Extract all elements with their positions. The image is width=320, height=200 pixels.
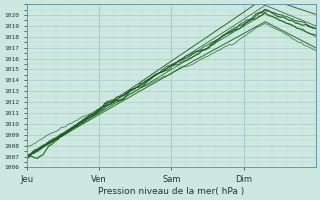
X-axis label: Pression niveau de la mer( hPa ): Pression niveau de la mer( hPa ) [98, 187, 244, 196]
